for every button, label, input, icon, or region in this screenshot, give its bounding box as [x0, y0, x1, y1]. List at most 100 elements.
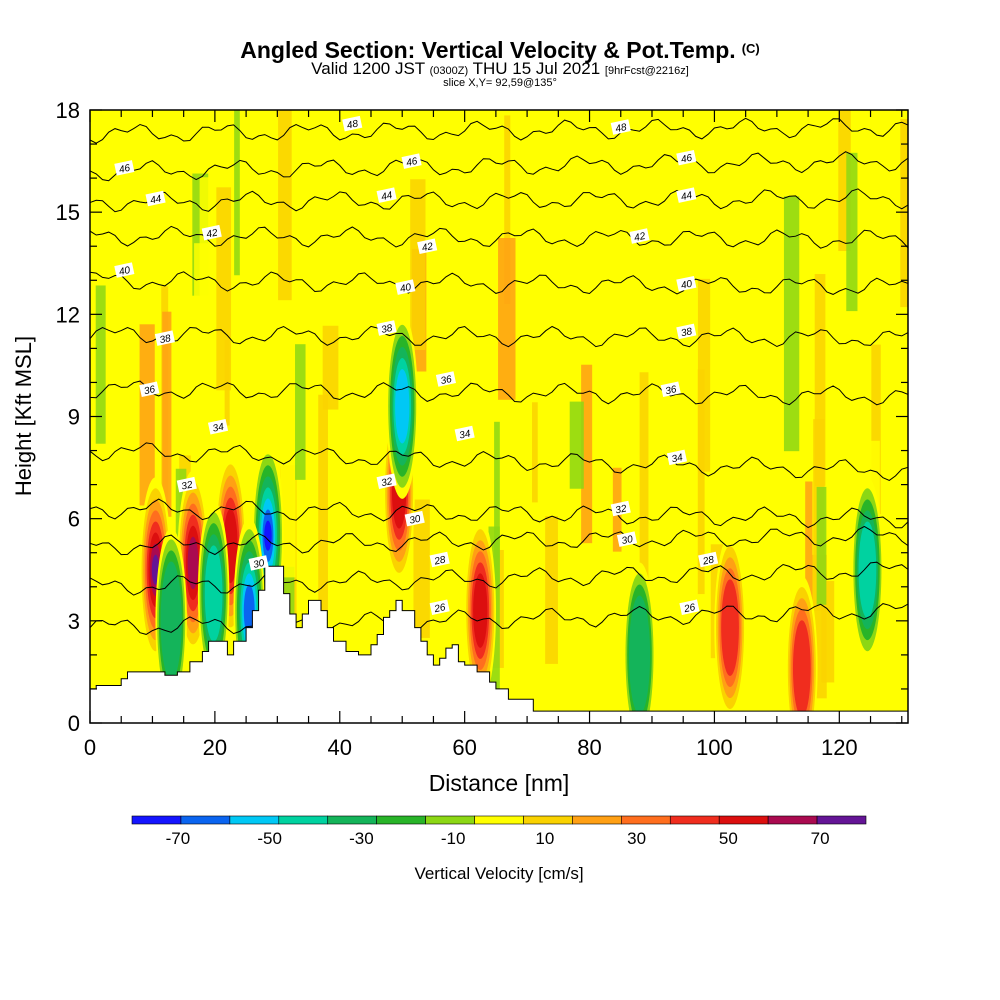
isentrope-label: 26	[429, 599, 450, 615]
field-streak	[318, 394, 328, 613]
isentrope-label: 42	[629, 228, 650, 244]
y-tick-label: 3	[68, 609, 80, 634]
field-streak	[639, 372, 649, 642]
isentrope-48	[90, 117, 908, 144]
colorbar-tick-label: 10	[535, 829, 554, 848]
label-box	[417, 238, 438, 254]
label-box	[114, 160, 135, 176]
isentrope-label: 36	[139, 381, 160, 397]
field-streak	[278, 110, 292, 301]
colorbar-swatch	[816, 815, 867, 825]
label-text: 48	[614, 122, 628, 135]
label-box	[145, 190, 166, 207]
x-axis-label: Distance [nm]	[428, 770, 570, 796]
label-text: 44	[380, 190, 394, 203]
isentrope-label: 34	[666, 449, 688, 465]
colorbar-swatch	[327, 815, 377, 825]
label-box	[610, 500, 631, 517]
label-box	[342, 115, 363, 132]
isentrope-label: 30	[404, 510, 425, 527]
isentrope-label: 38	[154, 330, 175, 346]
label-text: 32	[181, 479, 195, 492]
updraft-contour	[721, 579, 739, 676]
field-streak	[410, 179, 426, 350]
colorbar-tick-label: -70	[166, 829, 191, 848]
field-streak	[95, 285, 106, 444]
isentrope-label: 44	[376, 187, 397, 203]
label-box	[629, 228, 650, 244]
downdraft-contour	[858, 521, 877, 619]
downdraft-contour	[395, 369, 410, 444]
isentrope-label: 32	[376, 473, 397, 489]
label-text: 26	[432, 602, 447, 615]
label-box	[454, 425, 475, 442]
label-text: 34	[212, 422, 226, 435]
isentrope-label: 48	[610, 119, 631, 135]
title-main: Angled Section: Vertical Velocity & Pot.…	[240, 37, 736, 63]
valid-date: THU 15 Jul 2021	[472, 59, 601, 78]
y-axis-label: Height [Kft MSL]	[11, 335, 36, 497]
x-tick-label: 120	[821, 735, 858, 760]
field-streak	[569, 401, 584, 489]
isentrope-label: 48	[342, 115, 363, 132]
isentrope-label: 26	[679, 599, 700, 615]
label-text: 32	[614, 503, 628, 516]
label-text: 46	[405, 156, 419, 169]
y-tick-label: 15	[56, 200, 80, 225]
colorbar-swatch	[669, 815, 720, 825]
colorbar-swatch	[425, 815, 475, 825]
isentrope-label: 38	[676, 323, 697, 339]
x-tick-label: 40	[328, 735, 352, 760]
label-box	[435, 371, 456, 387]
label-text: 46	[680, 153, 694, 166]
colorbar-swatch	[474, 815, 524, 825]
label-box	[395, 279, 416, 295]
isentrope-label: 44	[145, 190, 166, 207]
colorbar-tick-label: -50	[257, 829, 282, 848]
colorbar-swatch	[621, 815, 671, 825]
field-streak	[532, 402, 538, 503]
label-box	[679, 599, 700, 615]
field-streak	[846, 152, 858, 312]
isentrope-46	[90, 151, 908, 182]
field-streak	[783, 196, 800, 452]
field-streak	[295, 344, 306, 480]
label-text: 28	[701, 554, 716, 567]
label-text: 42	[205, 227, 219, 240]
isentrope-26	[90, 603, 908, 635]
label-box	[616, 531, 638, 547]
title-unit: (C)	[741, 41, 760, 56]
label-box	[139, 381, 160, 397]
field-streak	[736, 403, 752, 592]
isentrope-label: 28	[429, 551, 450, 568]
isentrope-label: 36	[435, 371, 456, 387]
label-text: 34	[458, 428, 472, 441]
valid-zulu: (0300Z)	[429, 65, 469, 77]
colorbar-swatch	[376, 815, 426, 825]
isentrope-label: 34	[207, 418, 229, 435]
colorbar-tick-label: 70	[811, 829, 830, 848]
label-box	[376, 320, 397, 336]
isentrope-label: 46	[676, 149, 697, 166]
slice-info: slice X,Y= 92,59@135°	[443, 77, 557, 89]
isentrope-label: 46	[401, 153, 422, 169]
chart-title: Angled Section: Vertical Velocity & Pot.…	[0, 36, 1000, 63]
field-streak	[342, 289, 352, 475]
label-text: 36	[143, 384, 157, 397]
isentrope-label: 36	[660, 381, 681, 397]
label-box	[404, 510, 425, 527]
label-text: 38	[680, 326, 694, 339]
updraft-contour	[187, 536, 199, 590]
colorbar-tick-label: 50	[719, 829, 738, 848]
label-box	[676, 187, 697, 203]
x-tick-label: 100	[696, 735, 733, 760]
label-text: 42	[633, 231, 647, 244]
field-streak	[504, 115, 511, 304]
isentrope-label: 44	[676, 187, 697, 203]
isentrope-label: 32	[610, 500, 631, 517]
isentrope-42	[90, 225, 908, 249]
label-text: 44	[149, 193, 163, 206]
terrain	[89, 565, 909, 724]
label-box	[248, 555, 269, 571]
